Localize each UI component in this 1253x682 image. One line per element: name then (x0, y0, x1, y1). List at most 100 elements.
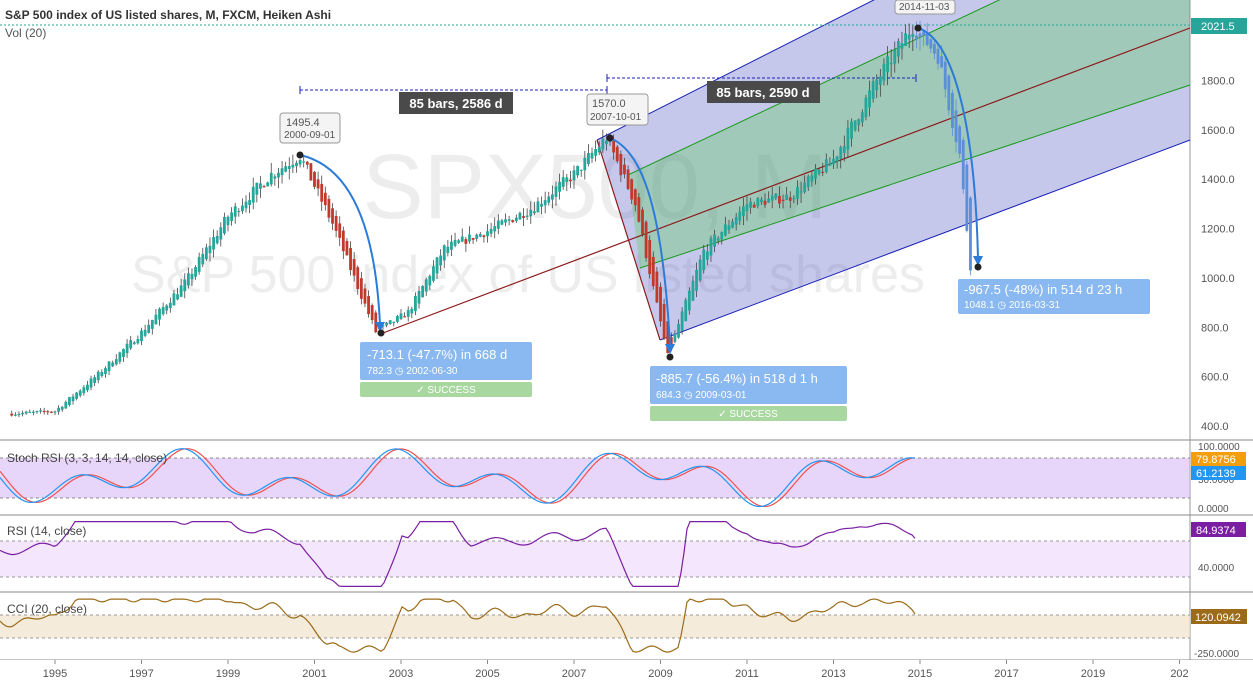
candle-body[interactable] (277, 172, 280, 178)
candle-body[interactable] (594, 148, 598, 156)
candle-body[interactable] (392, 321, 396, 323)
candle-body[interactable] (468, 234, 471, 242)
peak-label-2000[interactable]: 1495.4 2000-09-01 (279, 112, 341, 144)
candle-body[interactable] (82, 387, 86, 394)
peak-point-2007[interactable] (606, 134, 614, 142)
candle-body[interactable] (612, 140, 616, 153)
candle-body[interactable] (565, 177, 569, 183)
candle-body[interactable] (460, 236, 464, 242)
candle-body[interactable] (464, 239, 468, 244)
candle-body[interactable] (118, 352, 122, 362)
candle-body[interactable] (529, 209, 533, 217)
candle-body[interactable] (237, 210, 241, 213)
drop-arrow-2[interactable] (609, 137, 671, 346)
candle-body[interactable] (940, 56, 944, 68)
candle-body[interactable] (345, 240, 349, 256)
candle-body[interactable] (623, 164, 626, 175)
candle-body[interactable] (183, 279, 187, 292)
candle-body[interactable] (136, 338, 140, 344)
candle-body[interactable] (568, 179, 572, 182)
candle-body[interactable] (648, 239, 652, 275)
candle-body[interactable] (316, 179, 320, 189)
candle-body[interactable] (78, 390, 82, 396)
candle-body[interactable] (161, 307, 165, 315)
candle-body[interactable] (655, 271, 659, 303)
candle-body[interactable] (475, 234, 479, 239)
drop-arrow-1[interactable] (299, 154, 381, 326)
candle-body[interactable] (770, 195, 774, 201)
cci-line[interactable] (0, 598, 916, 653)
candle-body[interactable] (687, 290, 691, 311)
stoch-k-tag[interactable] (1191, 452, 1246, 466)
candle-body[interactable] (24, 411, 28, 414)
candle-body[interactable] (165, 305, 169, 311)
candle-body[interactable] (835, 156, 839, 162)
candle-body[interactable] (496, 220, 500, 229)
candle-body[interactable] (302, 161, 306, 163)
candle-body[interactable] (774, 193, 778, 199)
candle-body[interactable] (49, 411, 53, 413)
candle-body[interactable] (327, 198, 331, 218)
candle-body[interactable] (363, 288, 367, 304)
candle-body[interactable] (839, 147, 843, 160)
candle-body[interactable] (197, 257, 201, 272)
candle-body[interactable] (17, 413, 21, 416)
candle-body[interactable] (284, 166, 288, 172)
candle-body[interactable] (482, 235, 486, 238)
candle-body[interactable] (540, 203, 543, 207)
candle-body[interactable] (410, 308, 414, 314)
candle-body[interactable] (756, 198, 760, 207)
candle-body[interactable] (323, 192, 327, 206)
candle-body[interactable] (439, 255, 443, 266)
candle-body[interactable] (626, 169, 630, 189)
candle-body[interactable] (824, 159, 828, 173)
candle-body[interactable] (287, 166, 291, 169)
stoch-d-tag[interactable] (1191, 466, 1246, 480)
candle-body[interactable] (550, 194, 554, 200)
candle-body[interactable] (597, 146, 601, 153)
candle-body[interactable] (558, 181, 561, 192)
candle-body[interactable] (734, 216, 738, 225)
candle-body[interactable] (147, 324, 151, 333)
candle-body[interactable] (507, 219, 511, 221)
candle-body[interactable] (86, 384, 89, 391)
candle-body[interactable] (125, 343, 129, 354)
candle-body[interactable] (158, 308, 161, 320)
drop-label-3[interactable]: -967.5 (-48%) in 514 d 23 h 1048.1 ◷ 201… (958, 279, 1150, 314)
candle-body[interactable] (969, 197, 972, 271)
candle-body[interactable] (691, 280, 695, 301)
candle-body[interactable] (132, 342, 136, 345)
candle-body[interactable] (186, 273, 190, 286)
candle-body[interactable] (857, 119, 861, 126)
candle-body[interactable] (677, 324, 680, 338)
candle-body[interactable] (842, 146, 846, 154)
candle-body[interactable] (695, 269, 698, 291)
candle-body[interactable] (832, 158, 835, 165)
candle-body[interactable] (395, 315, 399, 322)
candle-body[interactable] (208, 245, 212, 254)
peak-point-2014[interactable] (914, 24, 922, 32)
candle-body[interactable] (651, 257, 655, 287)
candle-body[interactable] (684, 299, 688, 322)
candle-body[interactable] (918, 33, 922, 37)
candle-body[interactable] (850, 121, 853, 139)
candle-body[interactable] (547, 196, 551, 203)
candle-body[interactable] (828, 162, 832, 166)
candle-body[interactable] (295, 162, 298, 167)
candle-body[interactable] (414, 296, 417, 312)
bars-label-1[interactable]: 85 bars, 2586 d (399, 92, 513, 114)
candle-body[interactable] (259, 183, 262, 189)
candle-body[interactable] (727, 225, 731, 230)
candle-body[interactable] (370, 305, 374, 321)
candle-body[interactable] (662, 304, 666, 339)
candle-body[interactable] (760, 199, 763, 203)
candle-body[interactable] (961, 140, 965, 190)
candle-body[interactable] (878, 76, 882, 85)
candle-body[interactable] (860, 112, 864, 123)
candle-body[interactable] (871, 81, 875, 99)
candle-body[interactable] (53, 411, 57, 413)
candle-body[interactable] (619, 153, 623, 176)
candle-body[interactable] (543, 200, 547, 206)
candle-body[interactable] (204, 247, 208, 260)
candle-body[interactable] (230, 212, 234, 221)
